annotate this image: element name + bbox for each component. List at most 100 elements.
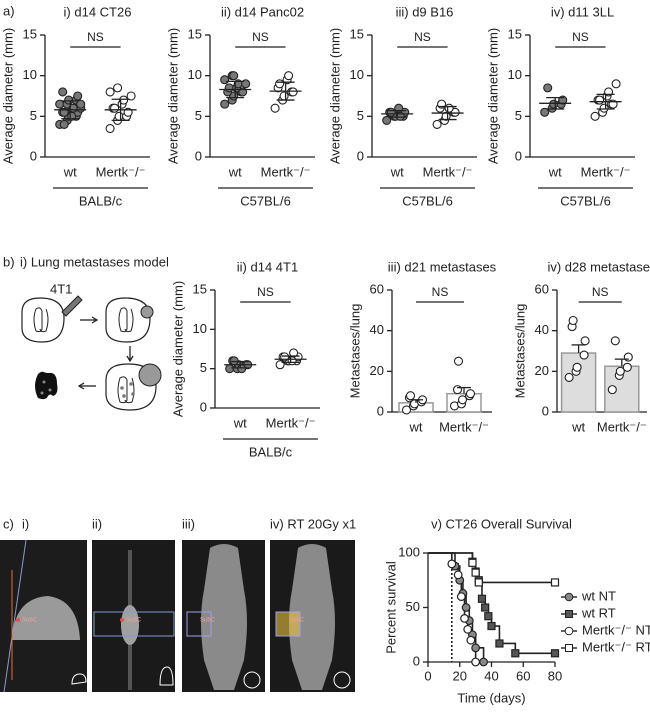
data-point bbox=[110, 103, 120, 113]
y-tick-label: 40 bbox=[535, 322, 549, 337]
ct-tag: SubC bbox=[289, 618, 305, 624]
y-tick-label: 40 bbox=[370, 322, 384, 337]
y-tick-label: 5 bbox=[195, 108, 202, 123]
data-point bbox=[540, 107, 550, 117]
group-label: C57BL/6 bbox=[402, 193, 453, 208]
legend-marker bbox=[564, 592, 574, 602]
y-tick-label: 0 bbox=[377, 403, 384, 418]
y-tick-label: 15 bbox=[350, 26, 364, 41]
legend-marker bbox=[565, 610, 573, 618]
ct-body bbox=[201, 544, 247, 690]
marker bbox=[474, 578, 483, 587]
group-label: C57BL/6 bbox=[560, 193, 611, 208]
tumor bbox=[140, 305, 154, 319]
ct-plane bbox=[93, 611, 175, 637]
image-label: ii) bbox=[92, 516, 102, 531]
ct-body bbox=[289, 544, 335, 690]
data-point bbox=[105, 123, 115, 134]
x-tick-label: 60 bbox=[516, 668, 530, 683]
lungs bbox=[117, 376, 135, 404]
y-tick-label: 50 bbox=[406, 599, 420, 614]
met bbox=[129, 382, 133, 386]
image-label: i) bbox=[22, 516, 29, 531]
tumor bbox=[138, 363, 162, 387]
group-label: BALB/c bbox=[249, 444, 293, 459]
y-tick-label: 10 bbox=[188, 67, 202, 82]
y-axis-label: Average diameter (mm) bbox=[165, 28, 180, 164]
y-tick-label: 0 bbox=[413, 653, 420, 668]
data-point bbox=[76, 99, 86, 109]
x-tick-label: wt bbox=[390, 164, 404, 179]
image-label: iii) bbox=[182, 516, 195, 531]
data-point bbox=[275, 79, 285, 89]
y-tick-label: 0 bbox=[200, 399, 207, 414]
legend-label: wt NT bbox=[581, 588, 616, 603]
lung-specimen bbox=[35, 371, 58, 400]
lungs bbox=[33, 307, 49, 333]
y-tick-label: 5 bbox=[200, 360, 207, 375]
ct-roi bbox=[186, 611, 212, 637]
diagram: i) Lung metastases model 4T1 bbox=[20, 254, 169, 411]
x-tick-label: 20 bbox=[453, 668, 467, 683]
marker bbox=[484, 612, 493, 621]
y-tick-label: 5 bbox=[515, 108, 522, 123]
annotation: NS bbox=[252, 30, 269, 44]
ct-dose bbox=[275, 611, 301, 637]
x-tick-label: 40 bbox=[484, 668, 498, 683]
chart-title: iv) d11 3LL bbox=[551, 4, 614, 19]
chart-title: iii) d9 B16 bbox=[396, 4, 454, 19]
data-point bbox=[382, 115, 392, 125]
syringe bbox=[61, 295, 83, 317]
y-tick-label: 20 bbox=[370, 363, 384, 378]
marker bbox=[466, 635, 476, 645]
x-tick-label: Mertk⁻/⁻ bbox=[423, 164, 473, 179]
group-label: C57BL/6 bbox=[240, 193, 291, 208]
data-point bbox=[590, 111, 600, 121]
data-point bbox=[579, 350, 589, 360]
ct-body bbox=[121, 605, 139, 645]
cell-label: 4T1 bbox=[50, 281, 72, 296]
mouse-icon bbox=[159, 666, 174, 686]
y-tick-label: 10 bbox=[350, 67, 364, 82]
group-label: BALB/c bbox=[79, 193, 123, 208]
mouse-icon bbox=[333, 671, 351, 689]
marker bbox=[463, 624, 473, 634]
marker bbox=[550, 578, 560, 587]
data-point bbox=[126, 91, 136, 101]
x-tick-label: wt bbox=[571, 419, 585, 434]
y-tick-label: 0 bbox=[357, 148, 364, 163]
lungs bbox=[118, 307, 134, 333]
y-tick-label: 10 bbox=[193, 321, 207, 336]
arrow-head bbox=[126, 355, 134, 363]
y-tick-label: 0 bbox=[30, 148, 37, 163]
chart-title: v) CT26 Overall Survival bbox=[431, 516, 572, 531]
annotation: NS bbox=[414, 30, 431, 44]
met bbox=[120, 386, 124, 390]
legend-marker bbox=[565, 644, 573, 652]
ct-tag: SubC bbox=[126, 618, 142, 624]
data-point bbox=[622, 362, 632, 372]
legend-label: Mertk⁻/⁻ NT bbox=[582, 622, 650, 637]
marker bbox=[468, 558, 477, 567]
x-tick-label: wt bbox=[548, 164, 562, 179]
met bbox=[131, 392, 135, 396]
ct-images: i) ii) iii) iv) RT 20Gy x1 SubC SubC Sub… bbox=[0, 516, 356, 693]
met bbox=[48, 388, 52, 392]
marker bbox=[479, 657, 488, 667]
data-point bbox=[105, 87, 115, 97]
data-point bbox=[452, 385, 463, 395]
chart-title: ii) d14 Panc02 bbox=[221, 4, 304, 19]
x-tick-label: Mertk⁻/⁻ bbox=[266, 415, 316, 430]
y-tick-label: 60 bbox=[370, 281, 384, 296]
y-axis-label: Average diameter (mm) bbox=[485, 28, 500, 164]
survival-line bbox=[428, 552, 555, 584]
data-point bbox=[549, 99, 559, 109]
data-point bbox=[224, 83, 234, 93]
bar bbox=[560, 352, 597, 413]
data-point bbox=[220, 99, 230, 109]
y-tick-label: 10 bbox=[508, 67, 522, 82]
y-tick-label: 15 bbox=[193, 281, 207, 296]
y-axis-label: Metastases/lung bbox=[512, 304, 527, 399]
data-point bbox=[465, 389, 476, 399]
x-tick-label: Mertk⁻/⁻ bbox=[597, 419, 647, 434]
